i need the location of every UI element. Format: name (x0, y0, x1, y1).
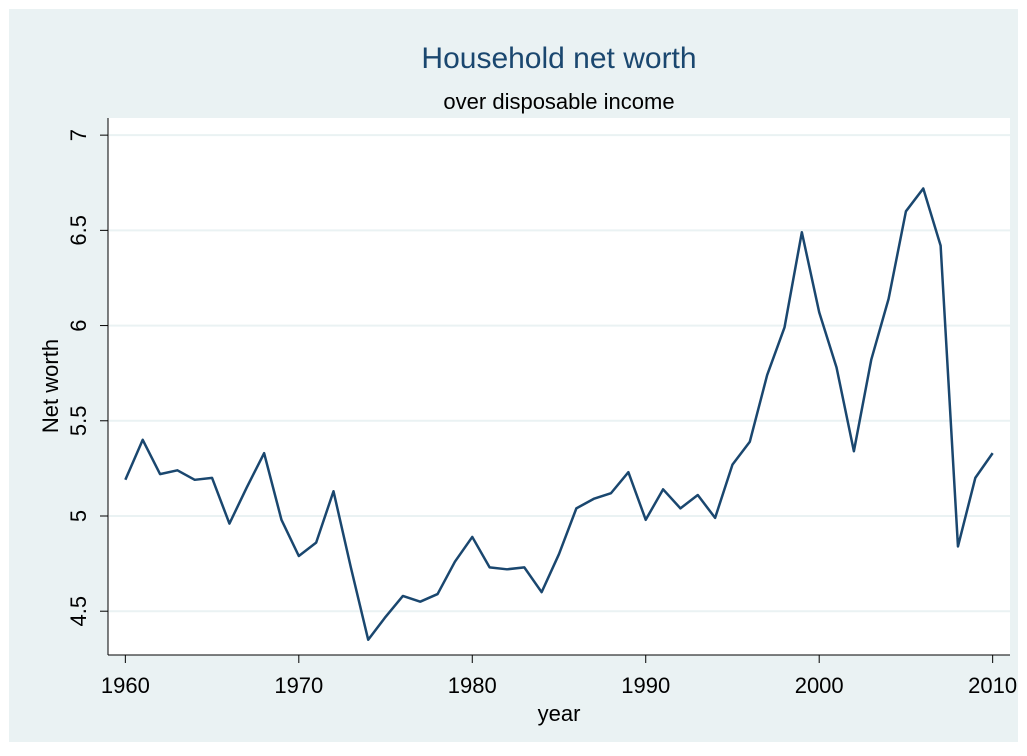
x-tick-label: 1980 (448, 673, 497, 698)
y-axis-label: Net worth (38, 339, 63, 433)
x-tick-label: 1960 (101, 673, 150, 698)
chart-subtitle: over disposable income (443, 89, 674, 114)
y-tick-label: 5 (66, 510, 91, 522)
x-tick-label: 2000 (795, 673, 844, 698)
x-tick-label: 2010 (968, 673, 1017, 698)
chart-title: Household net worth (421, 42, 696, 75)
x-axis-label: year (538, 701, 581, 726)
x-tick-label: 1990 (621, 673, 670, 698)
data-line (124, 187, 994, 642)
plot-region (108, 118, 1010, 655)
y-tick-label: 6 (66, 319, 91, 331)
y-tick-label: 7 (66, 129, 91, 141)
y-tick-label: 5.5 (66, 405, 91, 436)
y-tick-label: 6.5 (66, 215, 91, 246)
x-tick-label: 1970 (274, 673, 323, 698)
y-tick-label: 4.5 (66, 596, 91, 627)
